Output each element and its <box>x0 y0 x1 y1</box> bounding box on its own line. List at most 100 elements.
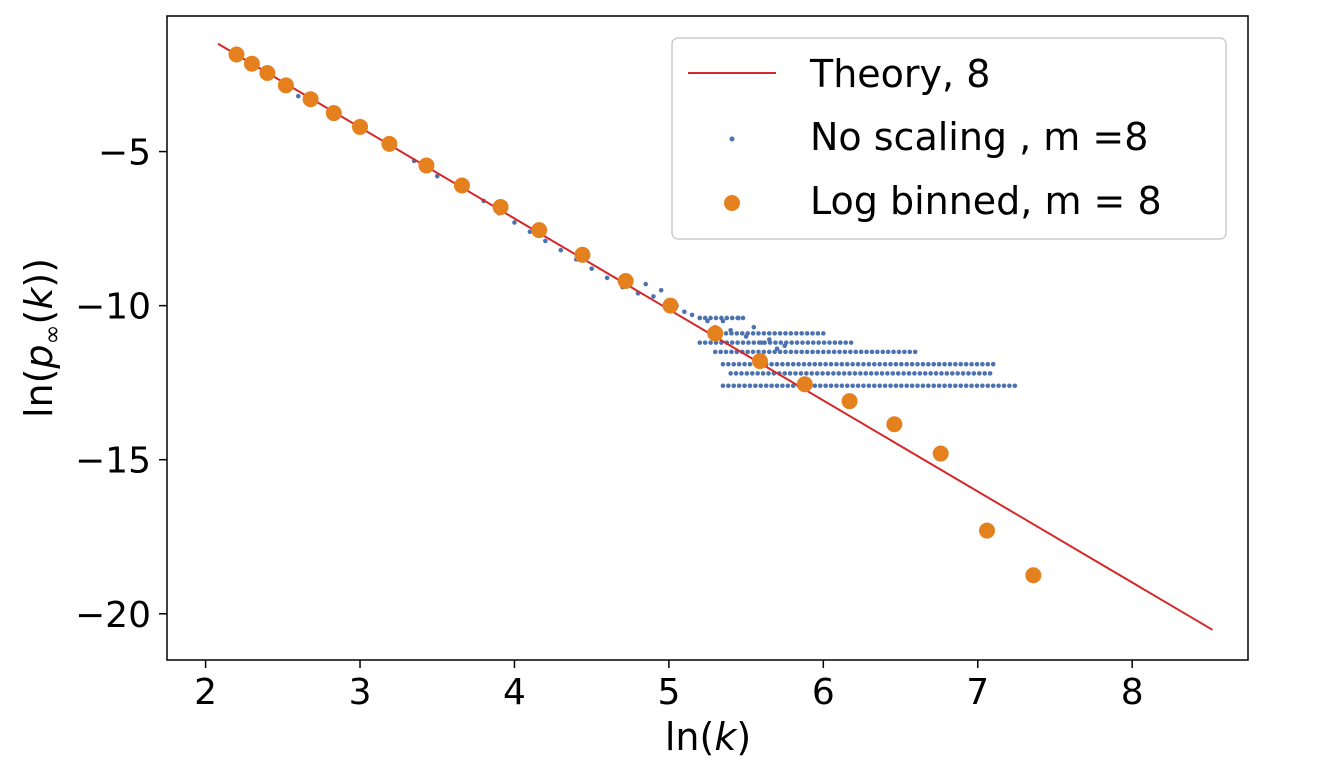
raw-point <box>858 349 864 355</box>
raw-point <box>966 371 971 376</box>
raw-point <box>744 371 750 376</box>
binned-point <box>574 246 591 263</box>
raw-point <box>793 349 799 355</box>
raw-point <box>817 361 823 367</box>
raw-point <box>926 361 931 367</box>
raw-point <box>974 383 980 389</box>
raw-point <box>899 361 904 367</box>
raw-point <box>766 349 772 355</box>
raw-point <box>723 331 729 336</box>
raw-point <box>891 349 896 355</box>
raw-point <box>810 340 816 345</box>
binned-point <box>617 272 634 289</box>
raw-point <box>850 361 855 367</box>
raw-point <box>769 361 774 367</box>
raw-point <box>723 349 729 355</box>
raw-point <box>778 340 784 345</box>
raw-point <box>828 383 834 389</box>
raw-point <box>790 383 796 389</box>
raw-point <box>874 371 879 376</box>
raw-point <box>756 331 761 336</box>
raw-point <box>953 361 958 367</box>
raw-point <box>720 383 726 389</box>
raw-point <box>720 361 726 367</box>
raw-point <box>969 361 974 367</box>
binned-point <box>662 297 679 314</box>
raw-point <box>796 361 801 367</box>
raw-point <box>785 383 791 389</box>
raw-point <box>733 371 739 376</box>
raw-point <box>773 340 778 345</box>
raw-point <box>831 349 837 355</box>
raw-point <box>947 361 953 367</box>
raw-point <box>915 383 920 389</box>
raw-point <box>832 340 838 345</box>
binned-point <box>259 65 276 82</box>
raw-point <box>762 340 767 345</box>
raw-point <box>841 371 847 376</box>
raw-point <box>831 371 836 376</box>
raw-point <box>789 340 794 345</box>
raw-point <box>785 361 791 367</box>
raw-point <box>933 371 939 376</box>
raw-point <box>901 371 906 376</box>
raw-point <box>869 349 875 355</box>
raw-point <box>799 331 805 336</box>
raw-point <box>815 331 821 336</box>
raw-point <box>882 361 888 367</box>
raw-point <box>960 371 966 376</box>
binned-point <box>1025 567 1042 584</box>
raw-point <box>761 331 767 336</box>
binned-point <box>453 177 470 194</box>
raw-point <box>855 383 861 389</box>
raw-point <box>839 361 845 367</box>
raw-point <box>893 383 899 389</box>
raw-point <box>774 361 780 367</box>
binned-point <box>381 135 398 152</box>
raw-point <box>750 349 756 355</box>
raw-point <box>747 383 753 389</box>
raw-point <box>996 383 1001 389</box>
raw-point <box>790 361 796 367</box>
raw-point <box>805 340 811 345</box>
raw-point <box>708 315 713 321</box>
raw-point <box>810 331 815 336</box>
raw-point <box>794 340 800 345</box>
raw-point <box>729 315 735 321</box>
raw-point <box>697 340 703 345</box>
y-tick-label: −20 <box>75 595 151 636</box>
raw-point <box>834 383 839 389</box>
binned-point <box>243 55 260 72</box>
raw-point <box>793 371 798 376</box>
raw-point <box>736 361 742 367</box>
raw-point <box>949 371 955 376</box>
raw-point <box>853 349 859 355</box>
x-tick-label: 6 <box>812 672 835 713</box>
raw-point <box>909 361 915 367</box>
raw-point <box>906 371 912 376</box>
raw-point <box>990 383 996 389</box>
binned-point <box>277 77 294 94</box>
raw-point <box>912 371 917 376</box>
raw-point <box>295 93 301 99</box>
raw-point <box>885 349 891 355</box>
raw-point <box>936 383 942 389</box>
raw-point <box>821 349 826 355</box>
raw-point <box>760 371 766 376</box>
binned-point <box>886 416 903 433</box>
raw-point <box>844 383 850 389</box>
x-axis-ticks: 2 3 4 5 6 7 8 <box>194 660 1144 713</box>
raw-point <box>861 361 866 367</box>
raw-point <box>434 173 440 179</box>
raw-point <box>788 331 794 336</box>
raw-point <box>947 383 953 389</box>
raw-point <box>745 349 750 355</box>
raw-point <box>944 371 950 376</box>
raw-point <box>852 371 858 376</box>
raw-point <box>826 349 832 355</box>
raw-point <box>788 349 794 355</box>
raw-point <box>871 361 877 367</box>
legend-raw-label: No scaling , m =8 <box>810 115 1148 159</box>
raw-point <box>926 383 931 389</box>
raw-point <box>877 361 882 367</box>
